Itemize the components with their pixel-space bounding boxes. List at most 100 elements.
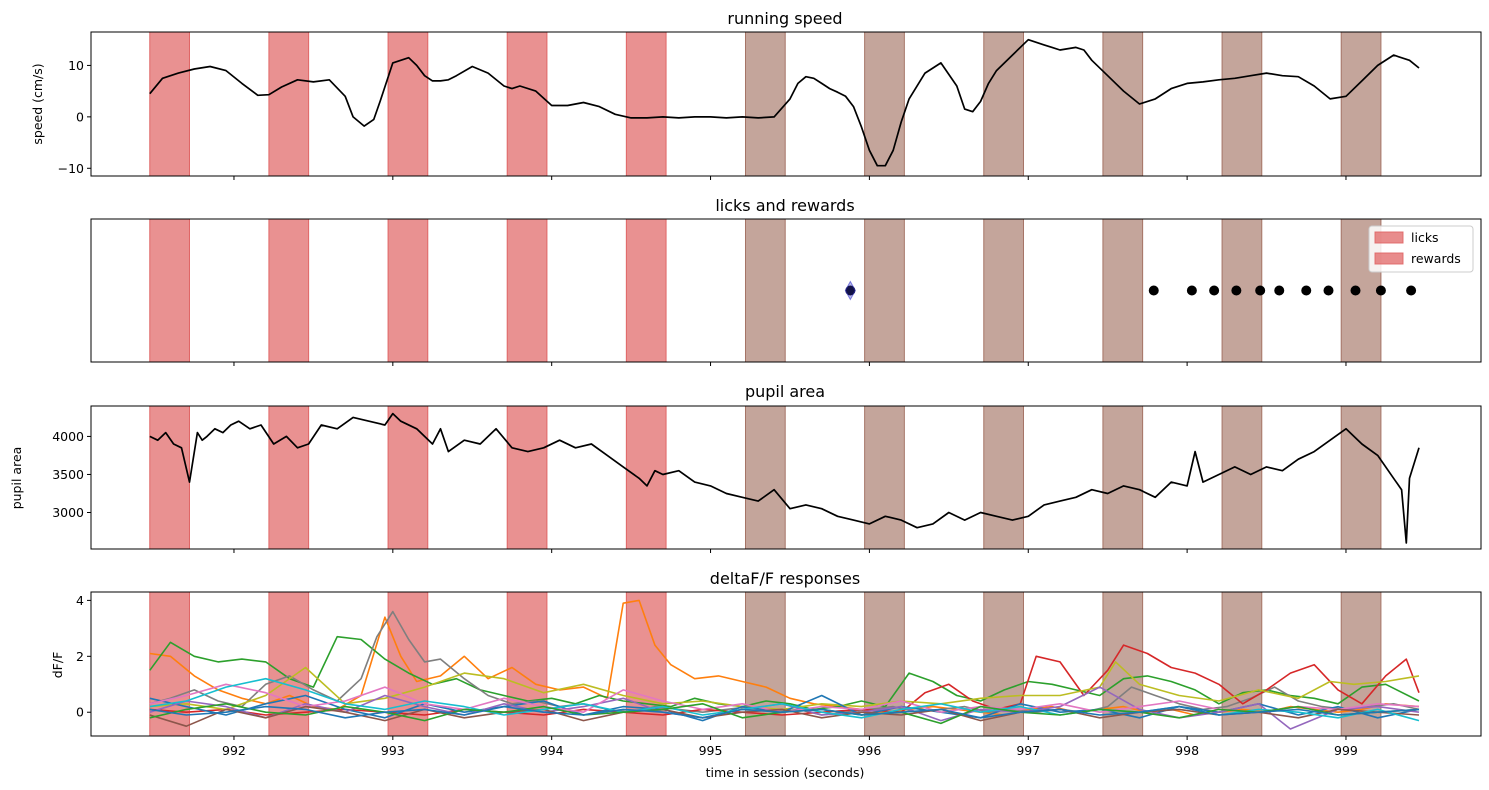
lick-point (1255, 285, 1266, 296)
lick-interval (387, 31, 429, 177)
lick-interval (268, 31, 310, 177)
y-axis-label: speed (cm/s) (30, 63, 45, 144)
x-axis-label: time in session (seconds) (706, 765, 865, 780)
lick-interval (268, 218, 310, 363)
series-line (149, 644, 1420, 716)
reward-interval (983, 218, 1024, 363)
lick-interval (625, 218, 667, 363)
reward-interval (1221, 31, 1263, 177)
lick-interval (149, 31, 190, 177)
legend-label-licks: licks (1411, 230, 1439, 245)
x-tick-label: 996 (857, 743, 881, 758)
panel-title: pupil area (745, 382, 825, 401)
legend-swatch-rewards (1374, 252, 1404, 265)
lick-point (1186, 285, 1197, 296)
legend: licks rewards (1368, 225, 1474, 273)
axes-frame (90, 31, 1482, 177)
y-tick-label: 4 (76, 593, 84, 608)
y-tick-label: 0 (76, 109, 84, 124)
y-tick-label: 2 (76, 649, 84, 664)
lick-point (1274, 285, 1285, 296)
lick-point (1350, 285, 1361, 296)
y-tick-label: 10 (68, 58, 84, 73)
axes: −10 0 10 (58, 31, 1482, 180)
reward-interval (744, 218, 786, 363)
reward-marker (844, 280, 856, 301)
y-axis-label: dF/F (50, 652, 65, 679)
panel-title: deltaF/F responses (710, 569, 860, 588)
series-line (149, 705, 1420, 719)
deltaf-panel: deltaF/F responses dF/F 992 993 994 995 996 9… (50, 569, 1482, 780)
lick-point (1323, 285, 1334, 296)
series-line (149, 705, 1420, 727)
lick-interval (625, 31, 667, 177)
reward-interval (1102, 31, 1144, 177)
lick-point (845, 285, 856, 296)
x-tick-label: 998 (1175, 743, 1199, 758)
lick-point (1301, 285, 1312, 296)
y-tick-label: −10 (58, 161, 84, 176)
y-tick-label: 0 (76, 705, 84, 720)
axes: 3000 3500 4000 (52, 405, 1482, 553)
reward-interval (1340, 405, 1382, 550)
lick-interval (506, 218, 548, 363)
reward-interval (1340, 31, 1382, 177)
lick-interval (149, 218, 190, 363)
licks-rewards-panel: licks and rewards licks rewards (90, 196, 1482, 366)
lick-interval (625, 405, 667, 550)
x-tick-label: 994 (540, 743, 564, 758)
axes-frame (90, 218, 1482, 363)
data-series (149, 38, 1420, 167)
x-tick-label: 992 (222, 743, 246, 758)
series-line (149, 412, 1420, 544)
reward-interval (983, 31, 1024, 177)
lick-point (1209, 285, 1220, 296)
lick-point (1231, 285, 1242, 296)
reward-interval (983, 405, 1024, 550)
y-axis-label: pupil area (9, 447, 24, 510)
panel-title: running speed (727, 9, 842, 28)
x-tick-label: 995 (699, 743, 723, 758)
series-line (149, 661, 1420, 711)
event-shading (149, 218, 1382, 363)
y-tick-label: 3000 (52, 505, 84, 520)
series-line (149, 635, 1420, 711)
series-line (149, 599, 1420, 716)
axes: 992 993 994 995 996 997 998 999 0 2 4 (76, 591, 1482, 758)
axes-frame (90, 591, 1482, 737)
reward-interval (864, 31, 905, 177)
data-series (149, 599, 1420, 730)
x-tick-label: 993 (381, 743, 405, 758)
reward-interval (864, 405, 905, 550)
reward-interval (744, 31, 786, 177)
reward-interval (864, 218, 905, 363)
lick-point (1148, 285, 1159, 296)
running-speed-panel: running speed speed (cm/s) −10 0 10 (30, 9, 1482, 180)
lick-interval (149, 405, 190, 550)
panel-title: licks and rewards (715, 196, 854, 215)
lick-interval (506, 31, 548, 177)
reward-interval (744, 405, 786, 550)
lick-interval (387, 405, 429, 550)
pupil-area-panel: pupil area pupil area 3000 3500 4000 (9, 382, 1482, 553)
data-series (844, 280, 1417, 301)
axes-frame (90, 405, 1482, 550)
legend-label-rewards: rewards (1411, 251, 1461, 266)
lick-point (1375, 285, 1386, 296)
legend-swatch-licks (1374, 231, 1404, 244)
axes (90, 218, 1482, 366)
x-tick-label: 997 (1016, 743, 1040, 758)
lick-interval (268, 405, 310, 550)
lick-point (1406, 285, 1417, 296)
reward-interval (1102, 405, 1144, 550)
y-tick-label: 3500 (52, 467, 84, 482)
reward-interval (1102, 218, 1144, 363)
lick-interval (387, 218, 429, 363)
lick-interval (506, 405, 548, 550)
data-series (149, 412, 1420, 544)
event-shading (149, 31, 1382, 177)
series-line (149, 38, 1420, 167)
y-tick-label: 4000 (52, 429, 84, 444)
x-tick-label: 999 (1334, 743, 1358, 758)
